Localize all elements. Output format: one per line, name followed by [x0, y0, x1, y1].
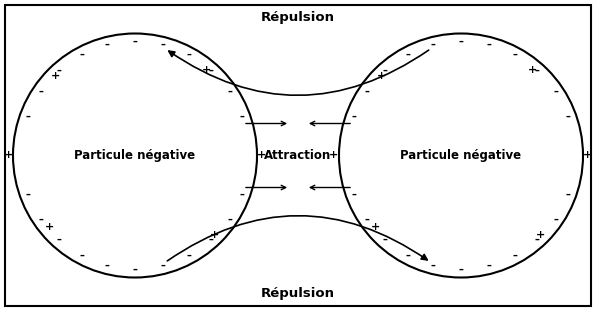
Text: –: – [209, 235, 214, 245]
Text: +: + [529, 65, 538, 75]
FancyArrowPatch shape [169, 50, 429, 95]
Text: –: – [535, 235, 540, 245]
Text: –: – [79, 251, 84, 261]
Text: –: – [566, 189, 570, 199]
Text: –: – [56, 235, 61, 245]
Text: –: – [553, 87, 558, 97]
Text: –: – [105, 40, 110, 50]
Text: +: + [330, 151, 339, 160]
Text: –: – [382, 235, 387, 245]
Text: +: + [371, 222, 380, 233]
Text: –: – [553, 214, 558, 224]
Text: –: – [240, 189, 244, 199]
Text: –: – [566, 112, 570, 122]
Text: –: – [431, 261, 436, 271]
Text: –: – [160, 40, 165, 50]
Text: –: – [227, 87, 232, 97]
Text: –: – [132, 264, 138, 275]
Text: –: – [186, 251, 191, 261]
Text: –: – [431, 40, 436, 50]
Text: –: – [160, 261, 165, 271]
Text: –: – [486, 40, 491, 50]
Text: Répulsion: Répulsion [261, 286, 335, 299]
Text: –: – [186, 50, 191, 60]
Text: –: – [352, 112, 356, 122]
Text: –: – [132, 36, 138, 47]
Text: –: – [26, 189, 30, 199]
Text: –: – [38, 214, 43, 224]
Text: –: – [227, 214, 232, 224]
Text: Particule négative: Particule négative [74, 149, 195, 162]
Text: –: – [364, 214, 369, 224]
Text: –: – [352, 189, 356, 199]
Text: –: – [105, 261, 110, 271]
Text: –: – [405, 50, 410, 60]
Text: –: – [79, 50, 84, 60]
Text: +: + [51, 71, 60, 81]
Text: –: – [405, 251, 410, 261]
Text: –: – [38, 87, 43, 97]
Text: –: – [26, 112, 30, 122]
Text: +: + [377, 71, 386, 81]
Text: +: + [203, 65, 212, 75]
Text: –: – [209, 66, 214, 76]
Text: –: – [535, 66, 540, 76]
Text: –: – [512, 251, 517, 261]
Text: Répulsion: Répulsion [261, 12, 335, 25]
Text: +: + [583, 151, 592, 160]
Text: –: – [56, 66, 61, 76]
Text: +: + [257, 151, 266, 160]
Text: +: + [536, 230, 545, 240]
Text: Attraction: Attraction [265, 149, 331, 162]
Text: +: + [45, 222, 54, 233]
Text: +: + [4, 151, 13, 160]
Text: –: – [382, 66, 387, 76]
Text: –: – [458, 264, 464, 275]
FancyArrowPatch shape [167, 216, 427, 261]
Text: –: – [512, 50, 517, 60]
Text: +: + [210, 230, 219, 240]
Text: –: – [240, 112, 244, 122]
Text: –: – [486, 261, 491, 271]
Text: –: – [364, 87, 369, 97]
Text: Particule négative: Particule négative [401, 149, 522, 162]
Text: –: – [458, 36, 464, 47]
